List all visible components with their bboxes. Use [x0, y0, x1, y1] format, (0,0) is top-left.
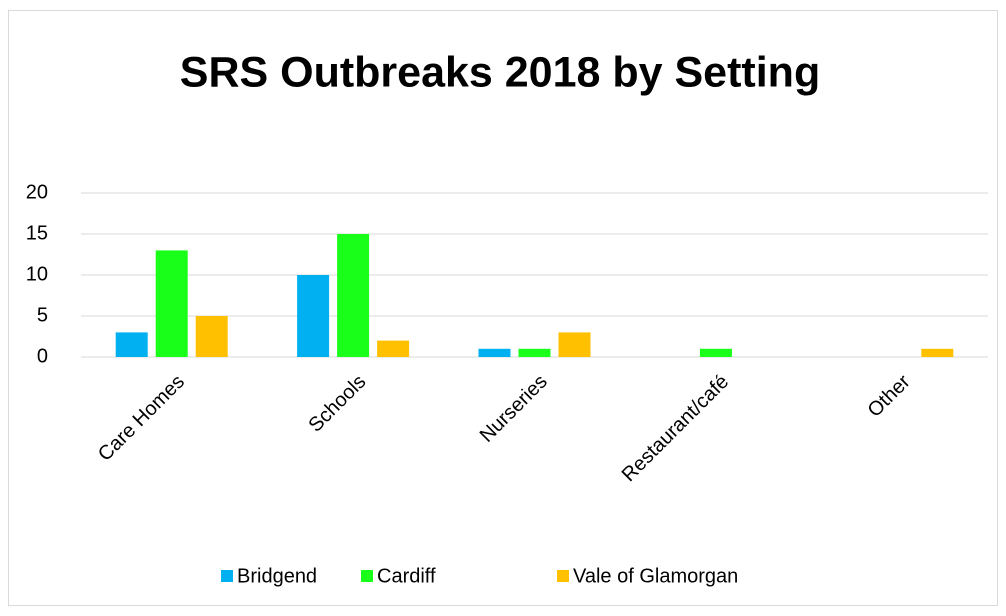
bar [297, 275, 330, 357]
bar [921, 348, 954, 357]
bar [518, 348, 551, 357]
legend-swatch [221, 570, 233, 582]
y-tick-label: 0 [37, 345, 48, 367]
bar [699, 348, 732, 357]
bar [155, 250, 188, 357]
y-tick-label: 5 [37, 304, 48, 326]
bar [115, 332, 148, 357]
y-tick-label: 15 [26, 222, 48, 244]
legend-label: Cardiff [377, 565, 436, 587]
y-tick-label: 20 [26, 181, 48, 203]
bar [195, 316, 228, 357]
y-tick-label: 10 [26, 263, 48, 285]
legend-swatch [557, 570, 569, 582]
legend-label: Bridgend [237, 565, 317, 587]
chart-title: SRS Outbreaks 2018 by Setting [180, 48, 820, 96]
bar [377, 340, 410, 357]
bar [558, 332, 591, 357]
bar [337, 234, 370, 357]
legend-label: Vale of Glamorgan [573, 565, 738, 587]
bar [478, 348, 511, 357]
legend-swatch [361, 570, 373, 582]
